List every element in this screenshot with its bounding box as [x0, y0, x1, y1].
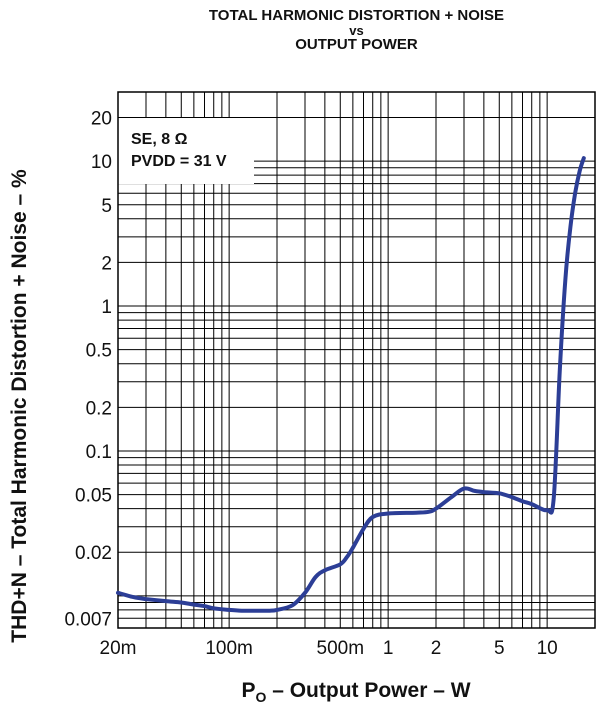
y-tick-label: 0.1: [86, 442, 112, 463]
x-axis-label-main: P: [241, 679, 255, 702]
chart-title-line-1: TOTAL HARMONIC DISTORTION + NOISE: [208, 7, 505, 24]
series-line: [116, 156, 586, 613]
x-axis-label: PO – Output Power – W: [241, 679, 470, 705]
x-tick-label: 5: [494, 638, 505, 659]
x-tick-labels: 20m 100m 500m 1 2 5 10: [100, 638, 558, 659]
y-tick-label: 2: [101, 253, 112, 274]
x-tick-label: 2: [431, 638, 442, 659]
chart-title-line-3: OUTPUT POWER: [295, 36, 418, 53]
grid-lines: [118, 92, 595, 628]
x-tick-label: 500m: [317, 638, 365, 659]
y-tick-label: 1: [101, 297, 112, 318]
x-tick-label: 1: [383, 638, 394, 659]
annotation-line-2: PVDD = 31 V: [131, 153, 227, 170]
y-tick-label: 0.02: [75, 543, 112, 564]
annotation-background: [118, 118, 254, 184]
x-tick-label: 100m: [205, 638, 253, 659]
y-tick-label: 0.5: [86, 341, 112, 362]
x-axis-label-rest: – Output Power – W: [266, 679, 470, 702]
x-tick-label: 10: [537, 638, 558, 659]
y-axis-label: THD+N – Total Harmonic Distortion + Nois…: [8, 169, 31, 643]
series-layer: [116, 156, 586, 613]
annotation-line-1: SE, 8 Ω: [131, 131, 188, 148]
x-tick-label: 20m: [100, 638, 137, 659]
x-axis-label-sub: O: [255, 689, 266, 705]
y-tick-label: 0.2: [86, 398, 112, 419]
y-tick-label: 0.007: [64, 609, 112, 630]
plot-frame: [117, 91, 596, 629]
y-tick-label: 10: [91, 152, 112, 173]
annotation-box: SE, 8 Ω PVDD = 31 V: [118, 118, 254, 184]
y-tick-label: 20: [91, 109, 112, 130]
chart-title-line-2: vs: [349, 23, 364, 38]
y-tick-label: 0.05: [75, 486, 112, 507]
y-tick-label: 5: [101, 196, 112, 217]
y-tick-labels: 20 10 5 2 1 0.5 0.2 0.1 0.05 0.02 0.007: [64, 109, 112, 631]
